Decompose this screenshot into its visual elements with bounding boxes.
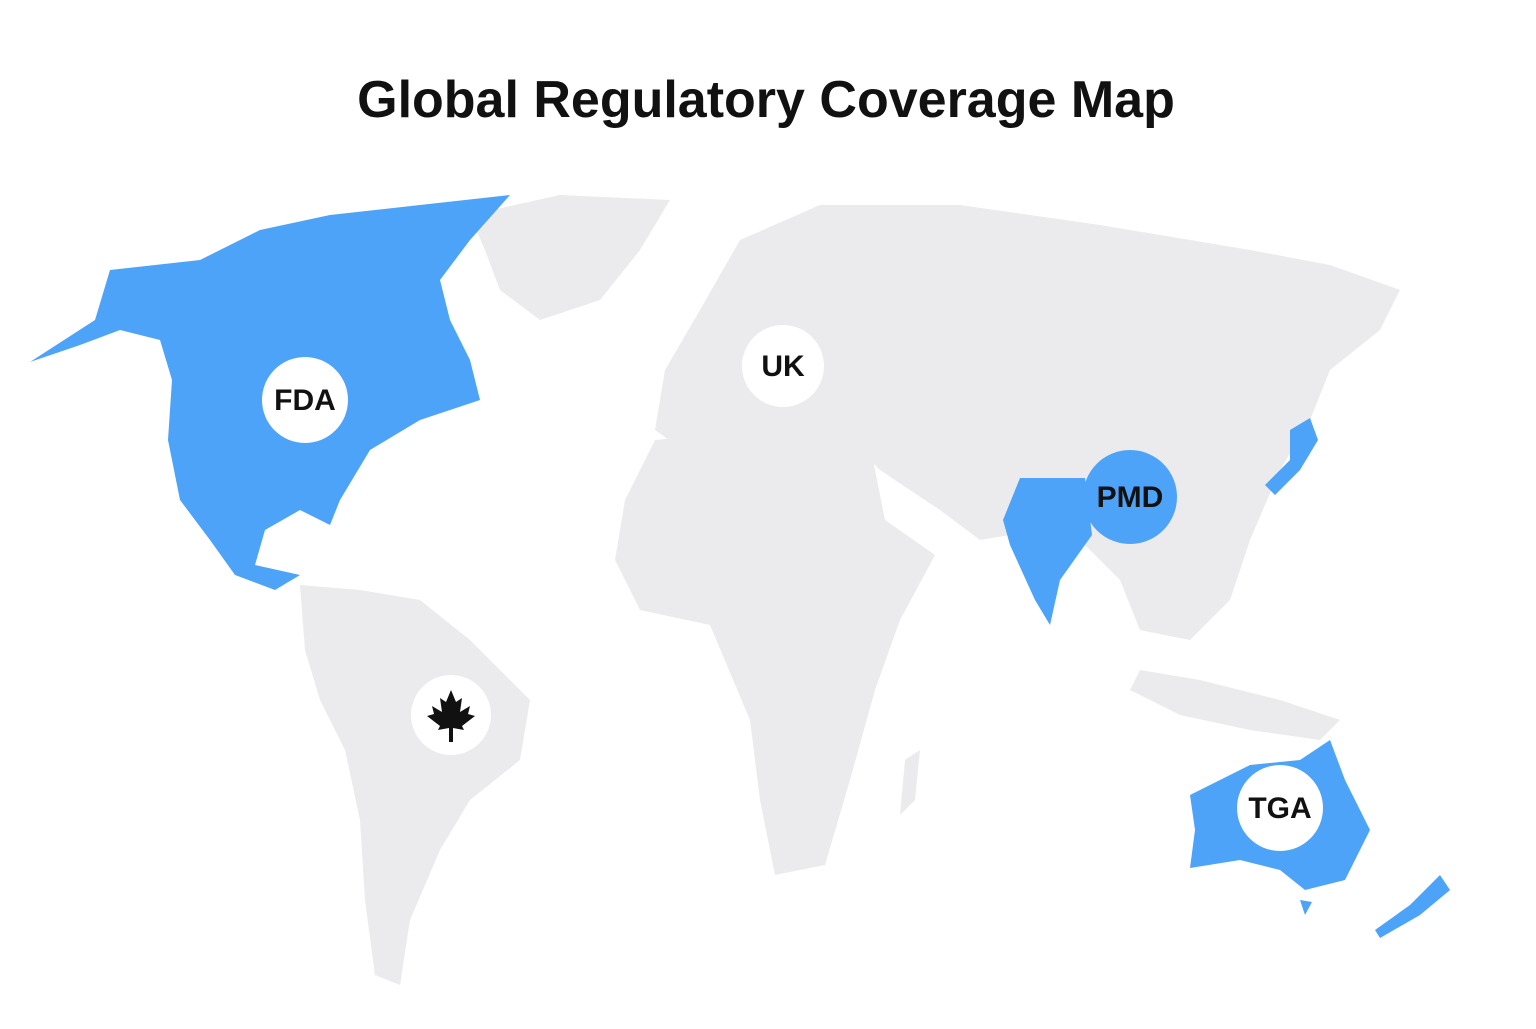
marker-label: TGA bbox=[1248, 792, 1311, 825]
marker-circle bbox=[262, 357, 348, 443]
new-zealand bbox=[1375, 875, 1450, 938]
marker-label: FDA bbox=[274, 384, 336, 417]
markers: FDA UK PMD TGA bbox=[262, 325, 1323, 851]
marker-label: PMD bbox=[1097, 481, 1164, 514]
tasmania bbox=[1300, 900, 1312, 915]
india bbox=[1003, 478, 1092, 625]
marker-circle bbox=[742, 325, 824, 407]
indonesia bbox=[1130, 670, 1340, 740]
japan bbox=[1265, 418, 1318, 495]
land bbox=[300, 195, 1400, 985]
africa bbox=[615, 430, 935, 875]
south-america bbox=[300, 585, 530, 985]
madagascar bbox=[900, 750, 920, 815]
maple-leaf-icon bbox=[427, 690, 475, 742]
marker-circle bbox=[1237, 765, 1323, 851]
greenland bbox=[470, 195, 670, 320]
marker-circle bbox=[1083, 450, 1177, 544]
map-title: Global Regulatory Coverage Map bbox=[357, 71, 1175, 129]
eurasia bbox=[655, 205, 1400, 640]
marker-label: UK bbox=[761, 350, 805, 383]
